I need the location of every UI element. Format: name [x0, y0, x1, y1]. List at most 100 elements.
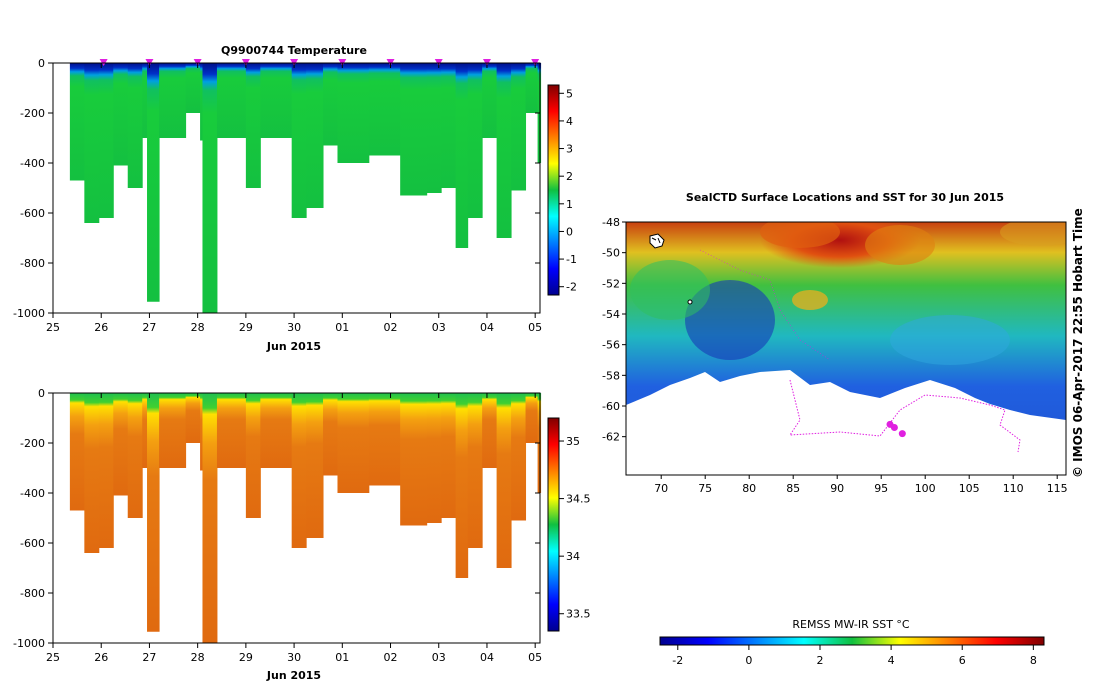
profile-column: [482, 63, 498, 138]
sst-colorbar-tick-label: -2: [672, 654, 683, 667]
y-tick-label: 0: [38, 57, 45, 70]
x-tick-label: 26: [94, 321, 108, 334]
salinity-colorbar: [547, 417, 560, 632]
profile-column: [337, 63, 353, 163]
profile-column: [400, 63, 416, 196]
profile-column: [368, 393, 387, 486]
sst-field: [625, 221, 1067, 476]
x-tick-label: 28: [191, 651, 205, 664]
heard-island: [687, 299, 693, 305]
x-tick-label: 01: [335, 651, 349, 664]
warm-eddy: [792, 290, 828, 310]
profile-column: [260, 63, 276, 138]
profile-column: [368, 63, 387, 156]
profile-column: [455, 393, 469, 578]
map-y-tick-label: -62: [602, 431, 620, 444]
seal-location: [890, 423, 898, 431]
seal-surface-locations: [886, 420, 906, 438]
profile-column: [142, 63, 148, 138]
profile-column: [351, 393, 370, 493]
profile-column: [467, 63, 483, 218]
seal-track: [789, 379, 1021, 453]
temperature-colorbar: [547, 84, 560, 296]
profile-column: [231, 393, 247, 468]
profile-column: [216, 63, 232, 138]
x-tick-label: 25: [46, 651, 60, 664]
x-tick-label: 27: [142, 321, 156, 334]
colorbar-tick-label: 1: [566, 198, 573, 211]
map-x-tick-label: 90: [830, 482, 844, 495]
profile-column: [113, 63, 129, 166]
temperature-title: Q9900744 Temperature: [221, 44, 367, 57]
x-tick-label: 29: [239, 651, 253, 664]
x-tick-label: 05: [528, 321, 542, 334]
profile-column: [441, 393, 457, 518]
x-tick-label: 30: [287, 321, 301, 334]
y-tick-label: 0: [38, 387, 45, 400]
x-tick-label: 25: [46, 321, 60, 334]
y-tick-label: -800: [20, 587, 45, 600]
profile-column: [98, 63, 114, 218]
colorbar-tick-label: 34: [566, 550, 580, 563]
y-tick-label: -200: [20, 107, 45, 120]
map-x-tick-label: 95: [874, 482, 888, 495]
x-tick-label: 27: [142, 651, 156, 664]
profile-column: [525, 63, 539, 113]
profile-column: [245, 393, 261, 518]
colorbar-tick-label: 0: [566, 225, 573, 238]
profile-column: [291, 63, 307, 218]
map-y-tick-label: -50: [602, 247, 620, 260]
salinity-panel: 0-200-400-600-800-1000 25 26 27 28 29 30 01 02 0…: [13, 387, 590, 682]
map-y-tick-label: -48: [602, 216, 620, 229]
y-tick-label: -400: [20, 487, 45, 500]
warm-anomaly-east: [865, 225, 935, 265]
profile-column: [113, 393, 129, 496]
temperature-colorbar-ticks: 5 4 3 2 1 0 -1 -2: [559, 87, 577, 294]
y-tick-label: -1000: [13, 307, 45, 320]
profile-column: [414, 63, 428, 196]
y-tick-label: -600: [20, 537, 45, 550]
colorbar-tick-label: 3: [566, 143, 573, 156]
profile-column: [202, 393, 218, 643]
profile-column: [173, 393, 187, 468]
temperature-x-axis: 25 26 27 28 29 30 01 02 03 04 05: [46, 63, 542, 334]
y-tick-label: -1000: [13, 637, 45, 650]
kerguelen-islands: [649, 233, 665, 249]
seal-track-north: [699, 249, 831, 361]
x-tick-label: 03: [432, 321, 446, 334]
sst-colorbar: [659, 636, 1045, 646]
profile-column: [467, 393, 483, 548]
profile-column: [216, 393, 232, 468]
green-anomaly-west: [630, 260, 710, 320]
colorbar-tick-label: 34.5: [566, 493, 591, 506]
sst-map-panel: SealCTD Surface Locations and SST for 30…: [602, 191, 1085, 667]
temperature-axes-frame: [52, 62, 541, 314]
temperature-plot-area: [69, 59, 542, 313]
map-y-tick-label: -54: [602, 308, 620, 321]
colorbar-tick-label: 35: [566, 435, 580, 448]
x-tick-label: 02: [384, 321, 398, 334]
map-x-tick-label: 75: [698, 482, 712, 495]
x-tick-label: 03: [432, 651, 446, 664]
profile-column: [323, 393, 338, 476]
profile-column: [385, 63, 401, 156]
profile-column: [147, 63, 160, 302]
profile-column: [496, 393, 512, 568]
profile-column: [231, 63, 247, 138]
warm-anomaly-far-east: [1000, 222, 1066, 246]
x-tick-label: 28: [191, 321, 205, 334]
map-y-tick-label: -52: [602, 277, 620, 290]
profile-column: [306, 393, 324, 538]
profile-column: [385, 393, 401, 486]
salinity-plot-area: [69, 393, 542, 643]
sst-colorbar-tick-label: 8: [1030, 654, 1037, 667]
profile-column: [98, 393, 114, 548]
map-x-tick-label: 105: [959, 482, 980, 495]
colorbar-tick-label: 5: [566, 87, 573, 100]
profile-column: [274, 63, 293, 138]
sst-colorbar-label: REMSS MW-IR SST °C: [792, 618, 910, 631]
profile-column: [185, 63, 201, 113]
profile-column: [351, 63, 370, 163]
sst-map-frame: [625, 221, 1067, 476]
